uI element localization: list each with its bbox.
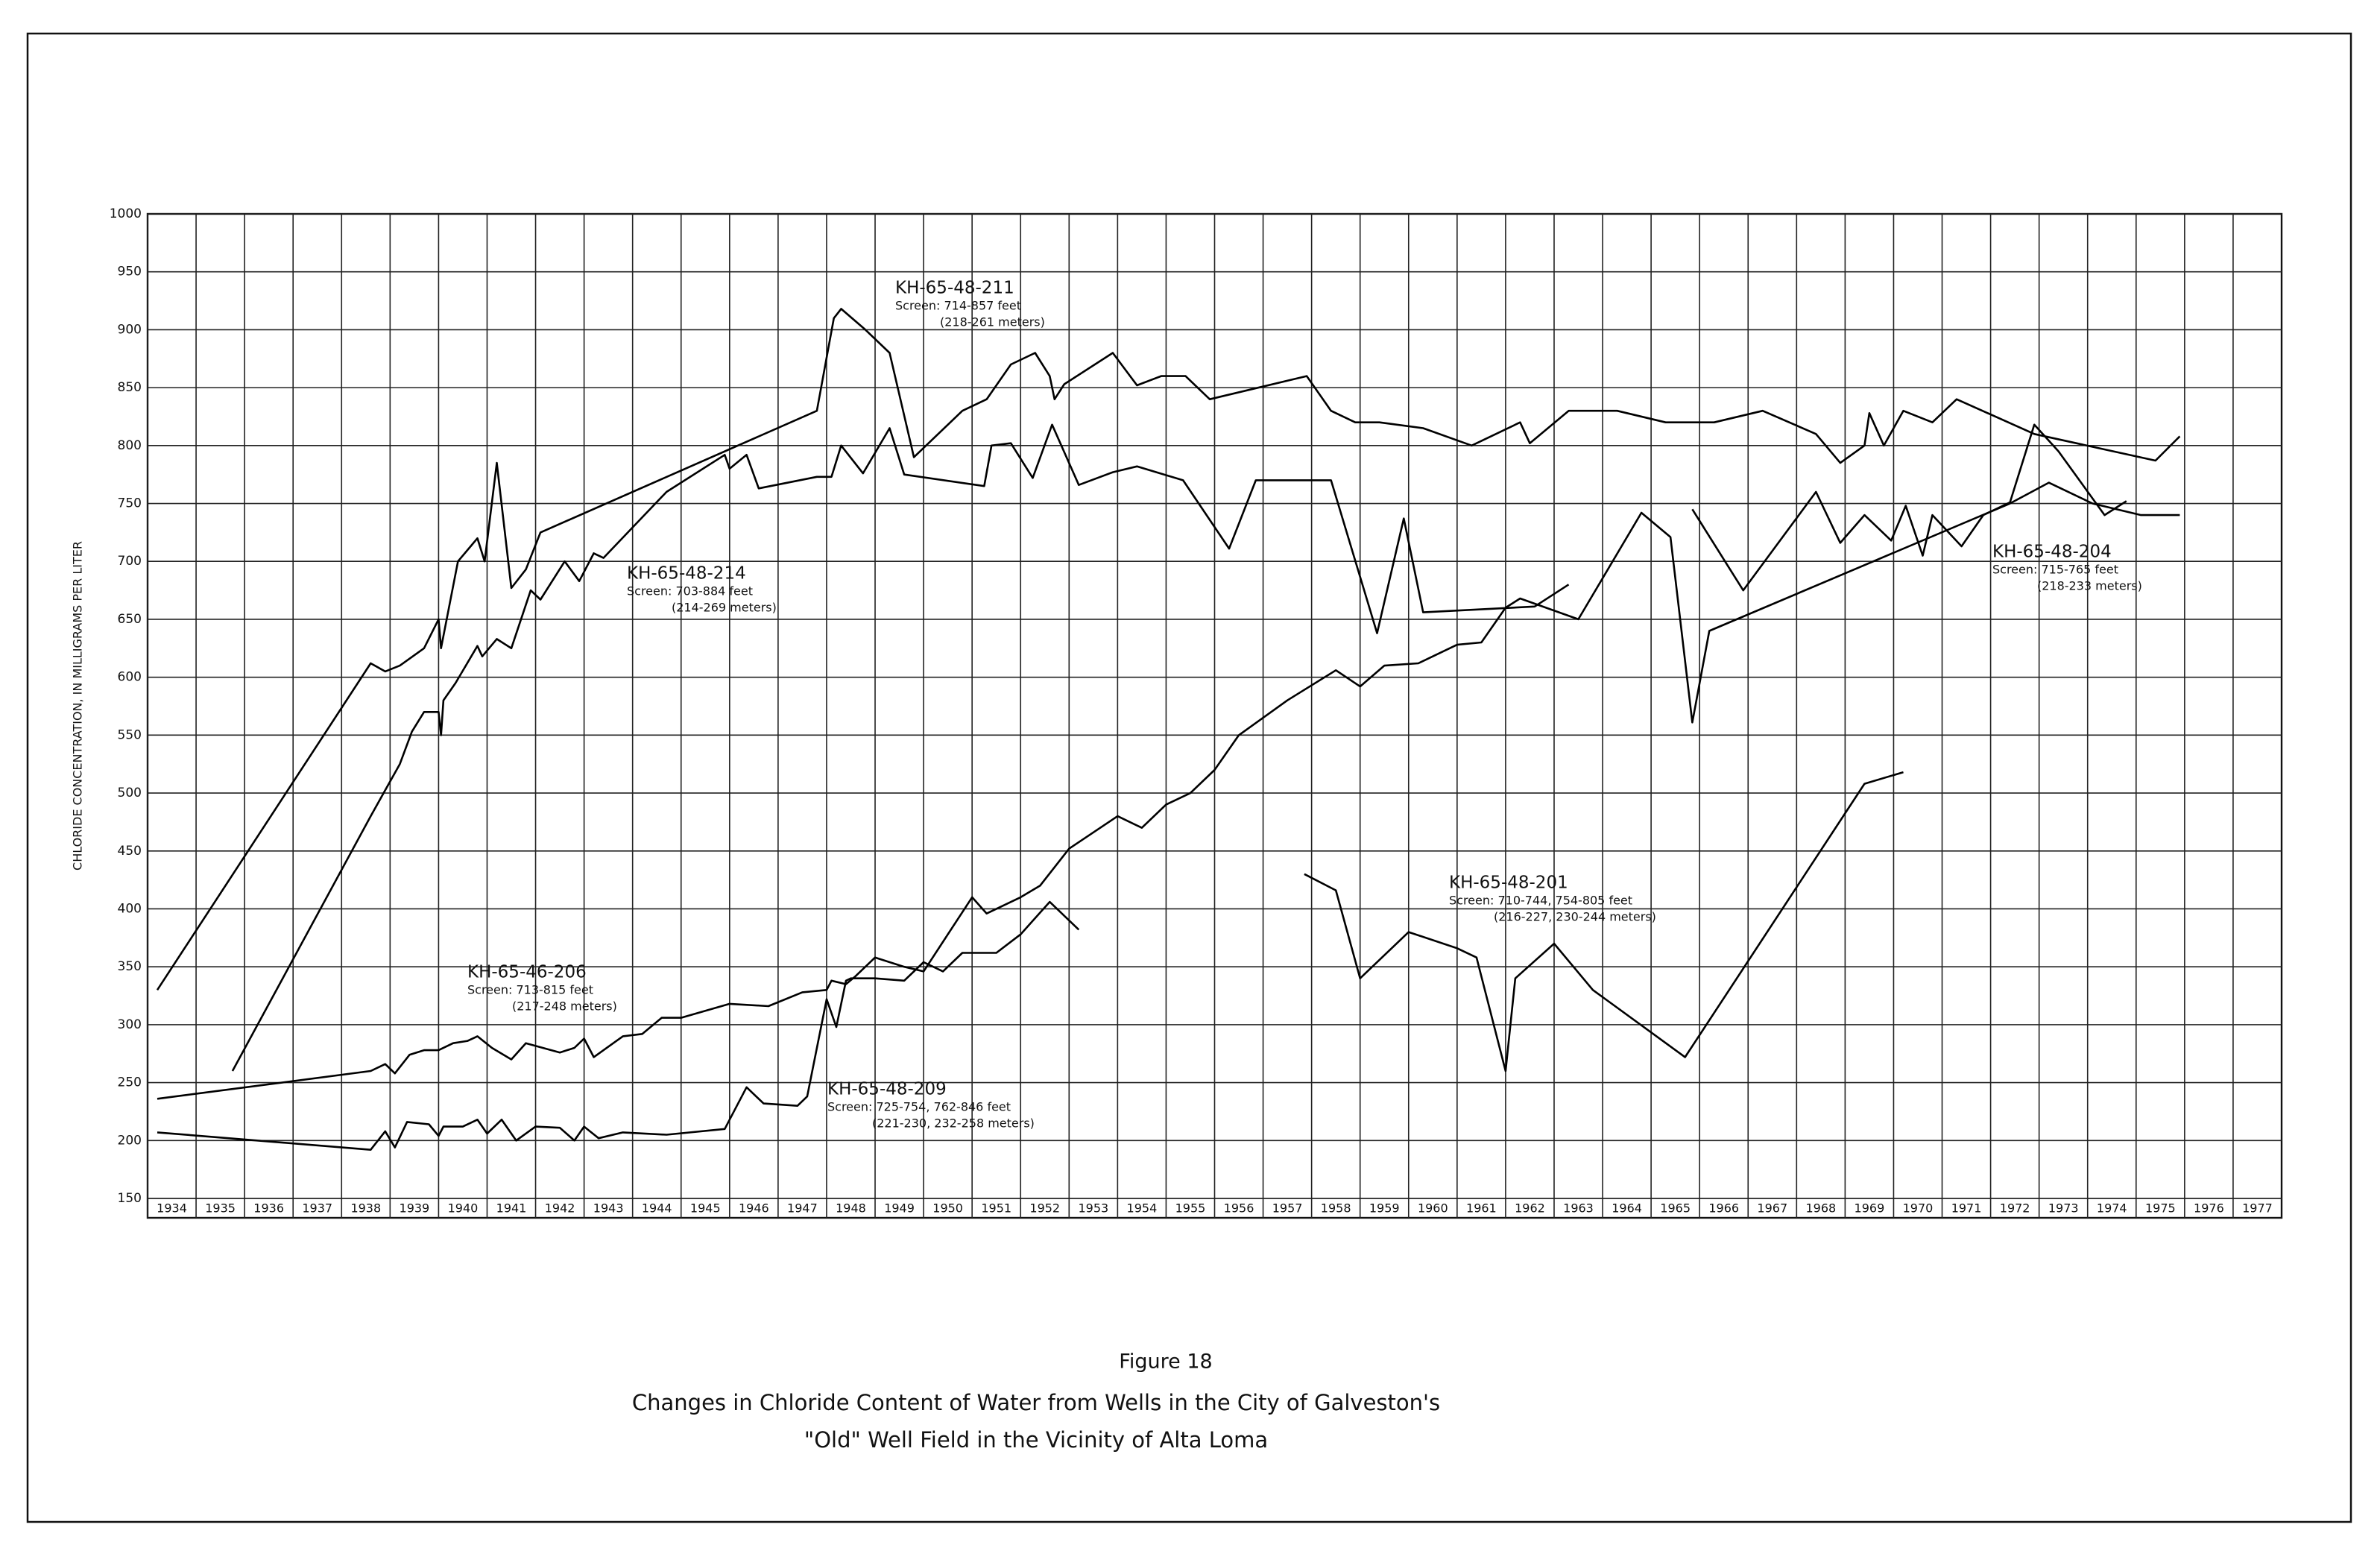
series-note: Screen: 713-815 feet bbox=[467, 983, 593, 997]
y-tick-label: 750 bbox=[118, 496, 142, 511]
series-label: KH-65-48-211 bbox=[895, 279, 1014, 298]
x-tick-label: 1967 bbox=[1757, 1201, 1787, 1216]
x-tick-label: 1971 bbox=[1951, 1201, 1982, 1216]
y-tick-label: 650 bbox=[118, 612, 142, 627]
x-tick-label: 1969 bbox=[1855, 1201, 1885, 1216]
x-tick-label: 1955 bbox=[1175, 1201, 1206, 1216]
series-note: Screen: 703-884 feet bbox=[627, 584, 753, 598]
y-tick-label: 800 bbox=[118, 438, 142, 453]
x-tick-label: 1947 bbox=[787, 1201, 818, 1216]
series-line bbox=[1304, 771, 1904, 1072]
x-tick-label: 1952 bbox=[1029, 1201, 1060, 1216]
series-note: Screen: 715-765 feet bbox=[1992, 563, 2118, 577]
series-note: (216-227, 230-244 meters) bbox=[1494, 910, 1656, 924]
series-line bbox=[1691, 423, 2127, 592]
x-tick-label: 1949 bbox=[884, 1201, 915, 1216]
x-tick-label: 1961 bbox=[1466, 1201, 1497, 1216]
series-note: (214-269 meters) bbox=[672, 601, 777, 615]
y-tick-label: 900 bbox=[118, 322, 142, 337]
y-axis-label: CHLORIDE CONCENTRATION, IN MILLIGRAMS PE… bbox=[71, 541, 85, 871]
x-tick-label: 1968 bbox=[1805, 1201, 1836, 1216]
x-tick-label: 1943 bbox=[593, 1201, 624, 1216]
chart-title: Figure 18 bbox=[1119, 1350, 1212, 1374]
x-tick-label: 1975 bbox=[2145, 1201, 2176, 1216]
x-tick-label: 1966 bbox=[1708, 1201, 1739, 1216]
x-tick-label: 1950 bbox=[932, 1201, 963, 1216]
x-tick-label: 1976 bbox=[2194, 1201, 2224, 1216]
x-tick-label: 1936 bbox=[253, 1201, 284, 1216]
series-note: (217-248 meters) bbox=[512, 999, 617, 1014]
x-tick-label: 1958 bbox=[1321, 1201, 1351, 1216]
series-line bbox=[231, 423, 1570, 1072]
y-tick-label: 450 bbox=[118, 844, 142, 859]
y-tick-label: 400 bbox=[118, 901, 142, 916]
series-line bbox=[157, 900, 1080, 1151]
x-tick-label: 1962 bbox=[1515, 1201, 1545, 1216]
series-label: KH-65-48-201 bbox=[1449, 873, 1568, 893]
series-line bbox=[157, 481, 2180, 1100]
x-tick-label: 1948 bbox=[836, 1201, 866, 1216]
series-label: KH-65-48-204 bbox=[1992, 543, 2112, 562]
x-tick-label: 1951 bbox=[981, 1201, 1011, 1216]
x-tick-label: 1970 bbox=[1903, 1201, 1934, 1216]
x-tick-label: 1938 bbox=[350, 1201, 381, 1216]
y-tick-label: 850 bbox=[118, 380, 142, 395]
series-note: (218-261 meters) bbox=[940, 315, 1045, 329]
series-label: KH-65-48-214 bbox=[627, 564, 746, 584]
chart-subtitle: "Old" Well Field in the Vicinity of Alta… bbox=[804, 1427, 1268, 1453]
x-tick-label: 1939 bbox=[400, 1201, 430, 1216]
x-tick-label: 1963 bbox=[1563, 1201, 1594, 1216]
x-tick-label: 1946 bbox=[739, 1201, 769, 1216]
x-tick-label: 1960 bbox=[1418, 1201, 1448, 1216]
x-tick-label: 1945 bbox=[690, 1201, 721, 1216]
x-tick-label: 1941 bbox=[496, 1201, 527, 1216]
series-note: Screen: 714-857 feet bbox=[895, 299, 1021, 313]
series-note: (218-233 meters) bbox=[2037, 579, 2142, 593]
x-tick-label: 1957 bbox=[1272, 1201, 1303, 1216]
chart-subtitle: Changes in Chloride Content of Water fro… bbox=[632, 1390, 1440, 1415]
y-tick-label: 1000 bbox=[110, 206, 142, 221]
y-tick-label: 500 bbox=[118, 786, 142, 800]
x-tick-label: 1934 bbox=[157, 1201, 187, 1216]
x-tick-label: 1965 bbox=[1660, 1201, 1691, 1216]
series-note: Screen: 710-744, 754-805 feet bbox=[1449, 894, 1632, 908]
y-tick-label: 950 bbox=[118, 265, 142, 279]
page-border bbox=[26, 32, 2352, 1523]
x-tick-label: 1956 bbox=[1224, 1201, 1254, 1216]
y-tick-label: 700 bbox=[118, 554, 142, 569]
y-tick-label: 600 bbox=[118, 670, 142, 685]
x-tick-label: 1964 bbox=[1612, 1201, 1642, 1216]
y-tick-label: 150 bbox=[118, 1191, 142, 1206]
x-tick-label: 1940 bbox=[448, 1201, 479, 1216]
x-tick-label: 1974 bbox=[2097, 1201, 2127, 1216]
series-label: KH-65-48-209 bbox=[827, 1080, 947, 1099]
y-tick-label: 250 bbox=[118, 1075, 142, 1090]
x-tick-label: 1972 bbox=[2000, 1201, 2030, 1216]
y-tick-label: 200 bbox=[118, 1133, 142, 1148]
x-tick-label: 1953 bbox=[1078, 1201, 1108, 1216]
x-tick-label: 1977 bbox=[2242, 1201, 2273, 1216]
series-note: (221-230, 232-258 meters) bbox=[872, 1116, 1035, 1131]
x-tick-label: 1944 bbox=[642, 1201, 672, 1216]
y-tick-label: 550 bbox=[118, 727, 142, 742]
x-tick-label: 1973 bbox=[2048, 1201, 2079, 1216]
series-note: Screen: 725-754, 762-846 feet bbox=[827, 1100, 1011, 1114]
y-tick-label: 300 bbox=[118, 1017, 142, 1032]
x-tick-label: 1959 bbox=[1369, 1201, 1400, 1216]
x-tick-label: 1942 bbox=[545, 1201, 575, 1216]
y-tick-label: 350 bbox=[118, 959, 142, 974]
series-line bbox=[156, 308, 2181, 991]
x-tick-label: 1954 bbox=[1127, 1201, 1158, 1216]
x-tick-label: 1937 bbox=[302, 1201, 332, 1216]
x-tick-label: 1935 bbox=[205, 1201, 236, 1216]
series-label: KH-65-46-206 bbox=[467, 963, 587, 982]
